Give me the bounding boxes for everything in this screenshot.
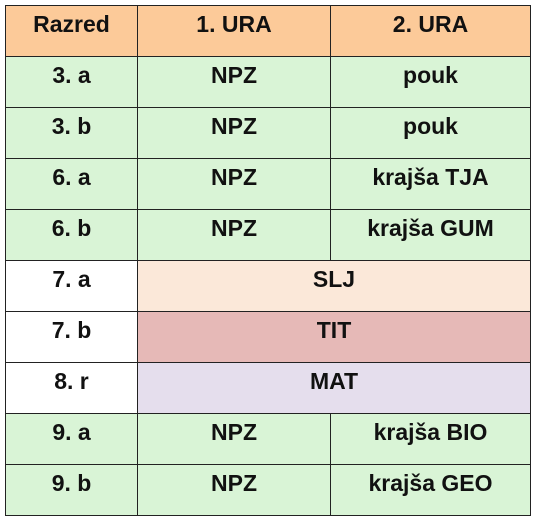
second-hour-cell: krajša GUM — [330, 209, 531, 261]
second-hour-cell: pouk — [330, 56, 531, 108]
first-hour-cell: NPZ — [137, 413, 331, 465]
header-row: Razred 1. URA 2. URA — [5, 5, 531, 57]
first-hour-cell: NPZ — [137, 464, 331, 516]
class-cell: 6. a — [5, 158, 138, 210]
second-hour-cell: krajša GEO — [330, 464, 531, 516]
class-cell: 8. r — [5, 362, 138, 414]
table-row: 3. b NPZ pouk — [5, 107, 531, 159]
merged-subject-cell: SLJ — [137, 260, 531, 312]
table-row: 8. r MAT — [5, 362, 531, 414]
header-second-hour: 2. URA — [330, 5, 531, 57]
header-first-hour: 1. URA — [137, 5, 331, 57]
second-hour-cell: krajša TJA — [330, 158, 531, 210]
table-row: 9. b NPZ krajša GEO — [5, 464, 531, 516]
merged-subject-cell: MAT — [137, 362, 531, 414]
table-row: 6. b NPZ krajša GUM — [5, 209, 531, 261]
class-cell: 9. a — [5, 413, 138, 465]
table-row: 7. a SLJ — [5, 260, 531, 312]
table-row: 9. a NPZ krajša BIO — [5, 413, 531, 465]
class-cell: 3. a — [5, 56, 138, 108]
class-cell: 6. b — [5, 209, 138, 261]
table-row: 3. a NPZ pouk — [5, 56, 531, 108]
schedule-table: Razred 1. URA 2. URA 3. a NPZ pouk 3. b … — [5, 5, 531, 516]
class-cell: 9. b — [5, 464, 138, 516]
class-cell: 7. b — [5, 311, 138, 363]
header-razred: Razred — [5, 5, 138, 57]
table-row: 7. b TIT — [5, 311, 531, 363]
first-hour-cell: NPZ — [137, 158, 331, 210]
first-hour-cell: NPZ — [137, 209, 331, 261]
second-hour-cell: krajša BIO — [330, 413, 531, 465]
second-hour-cell: pouk — [330, 107, 531, 159]
first-hour-cell: NPZ — [137, 107, 331, 159]
first-hour-cell: NPZ — [137, 56, 331, 108]
class-cell: 7. a — [5, 260, 138, 312]
merged-subject-cell: TIT — [137, 311, 531, 363]
table-row: 6. a NPZ krajša TJA — [5, 158, 531, 210]
class-cell: 3. b — [5, 107, 138, 159]
